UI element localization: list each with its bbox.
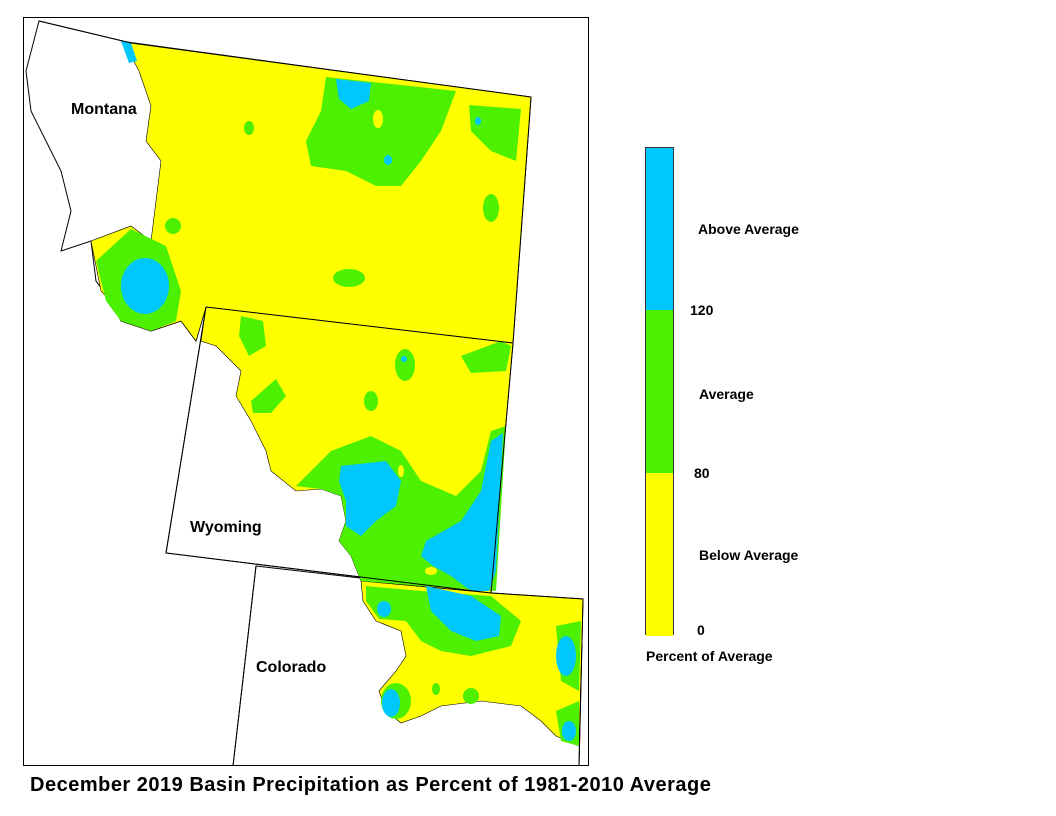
map-caption: December 2019 Basin Precipitation as Per… [30, 774, 712, 796]
colorado-label: Colorado [256, 659, 327, 676]
legend-label-above: Above Average [698, 221, 799, 237]
legend-color-bar [645, 147, 674, 636]
map-frame [23, 17, 589, 766]
precipitation-map [25, 20, 584, 765]
state-boundaries [38, 20, 584, 765]
below-average-patches [373, 110, 437, 575]
legend-title: Percent of Average [646, 648, 773, 664]
legend-swatch-below [646, 473, 673, 636]
legend-swatch-above [646, 148, 673, 310]
legend-break-low: 0 [697, 622, 705, 638]
legend-swatch-average [646, 310, 673, 473]
legend-break-mid: 80 [694, 465, 710, 481]
wyoming-label: Wyoming [190, 519, 262, 536]
montana-label: Montana [71, 101, 137, 118]
legend-label-below: Below Average [699, 547, 799, 563]
legend-label-average: Average [699, 386, 754, 402]
legend-break-high: 120 [690, 302, 714, 318]
above-average-zones [121, 41, 576, 741]
